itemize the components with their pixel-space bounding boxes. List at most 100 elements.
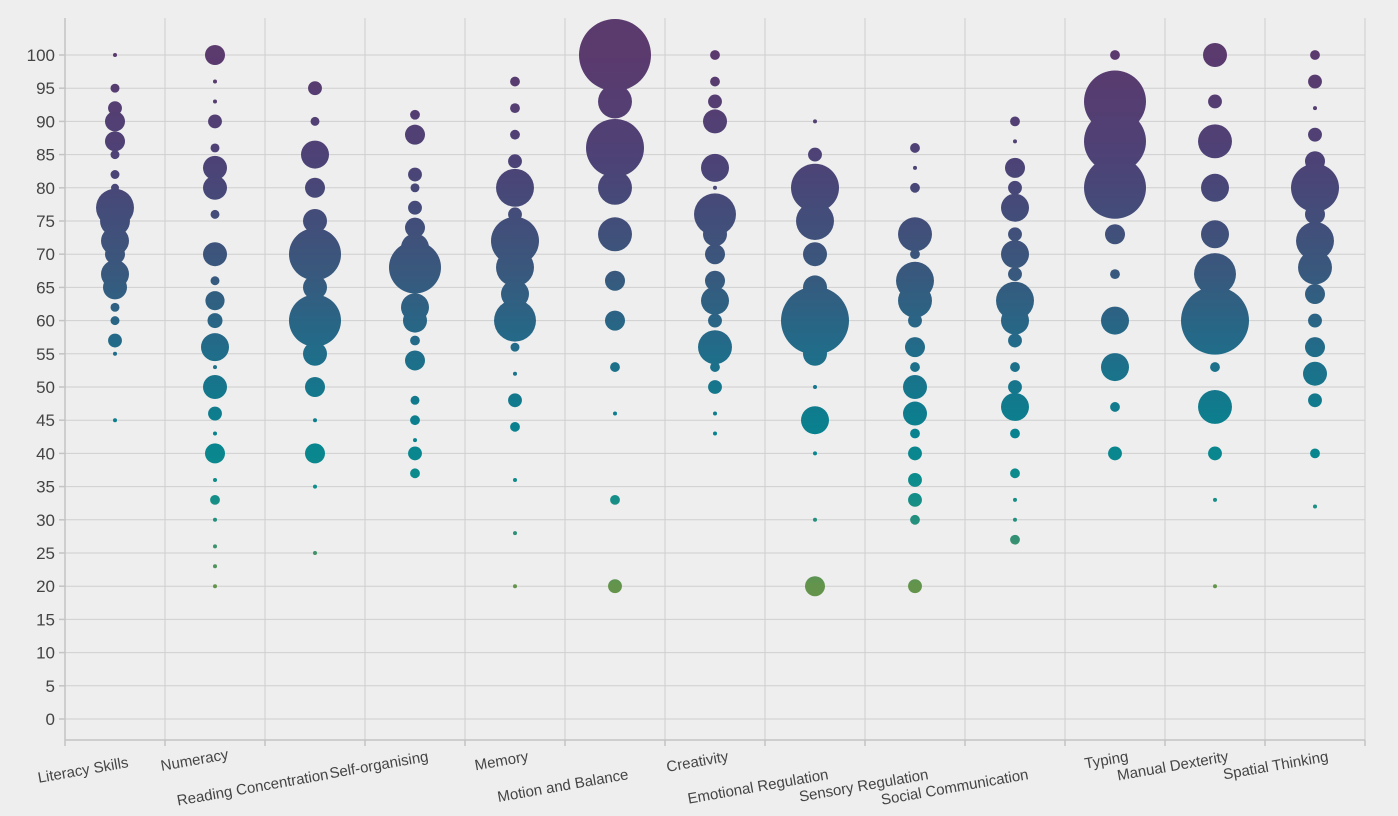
bubble-point — [813, 119, 817, 124]
bubble-point — [908, 446, 922, 461]
bubble-point — [513, 371, 517, 376]
bubble-point — [910, 143, 920, 153]
bubble-point — [207, 313, 223, 329]
bubble-point — [508, 393, 522, 408]
bubble-point — [910, 362, 920, 372]
bubble-point — [313, 484, 317, 489]
y-tick-label: 20 — [36, 577, 55, 596]
bubble-point — [110, 83, 120, 93]
bubble-point — [605, 270, 625, 291]
bubble-point — [1305, 151, 1325, 172]
bubble-point — [494, 299, 536, 342]
y-axis: 0 5 10 15 20 25 30 35 40 45 50 55 60 65 70 75 80 85 90 95 10… — [27, 46, 65, 729]
bubble-point — [205, 45, 225, 65]
y-tick-label: 15 — [36, 610, 55, 629]
bubble-point — [510, 421, 520, 432]
bubble-point — [708, 380, 722, 394]
bubble-point — [1305, 284, 1325, 305]
bubble-point — [111, 183, 119, 192]
bubble-point — [208, 114, 222, 129]
bubble-point — [410, 395, 420, 405]
bubble-point — [389, 241, 441, 294]
y-tick-label: 75 — [36, 212, 55, 231]
bubble-point — [410, 468, 420, 479]
bubble-point — [289, 294, 341, 347]
bubble-point — [1001, 306, 1029, 335]
bubble-point — [501, 280, 529, 309]
bubble-point — [408, 200, 422, 215]
bubble-point — [303, 209, 327, 233]
bubble-point — [813, 451, 817, 456]
bubble-point — [401, 233, 429, 262]
bubble-point — [210, 143, 220, 153]
bubble-point — [1296, 221, 1334, 260]
bubble-point — [898, 283, 932, 318]
bubble-point — [203, 175, 227, 200]
bubble-point — [1110, 50, 1120, 60]
bubble-point — [813, 385, 817, 389]
bubble-point — [1108, 446, 1122, 461]
y-tick-label: 100 — [27, 46, 55, 65]
bubble-point — [703, 109, 727, 134]
bubble-point — [781, 286, 849, 355]
bubble-point — [203, 242, 227, 267]
bubble-point — [210, 276, 220, 286]
bubble-point — [1010, 534, 1020, 545]
bubble-point — [313, 418, 317, 423]
bubble-point — [598, 217, 632, 252]
bubble-point — [110, 170, 120, 179]
bubble-point — [1084, 110, 1146, 173]
y-tick-label: 40 — [36, 444, 55, 463]
bubble-point — [1210, 362, 1220, 372]
bubble-point — [1013, 497, 1017, 502]
bubble-point — [405, 350, 425, 371]
bubble-point — [1213, 584, 1217, 589]
bubble-point — [410, 183, 420, 193]
bubble-point — [1313, 106, 1317, 111]
bubble-point — [213, 99, 217, 104]
bubble-point — [410, 109, 420, 120]
bubble-point — [913, 165, 917, 170]
bubble-point — [908, 492, 922, 507]
bubble-point — [510, 103, 520, 114]
x-category-label: Motion and Balance — [496, 766, 630, 806]
x-category-label: Self-organising — [328, 748, 429, 782]
bubble-point — [908, 579, 922, 594]
bubble-point — [1013, 139, 1017, 144]
y-tick-label: 85 — [36, 146, 55, 165]
bubble-point — [598, 84, 632, 119]
bubble-point — [903, 401, 927, 426]
bubble-point — [910, 249, 920, 260]
bubble-point — [1203, 43, 1227, 67]
bubble-point — [898, 217, 932, 252]
bubble-point — [803, 341, 827, 366]
bubble-point — [908, 313, 922, 328]
bubble-point — [105, 244, 125, 265]
bubble-point — [708, 313, 722, 328]
bubble-point — [510, 129, 520, 140]
bubble-point — [705, 270, 725, 291]
y-tick-label: 30 — [36, 511, 55, 530]
bubble-point — [213, 477, 217, 482]
y-tick-label: 25 — [36, 544, 55, 563]
bubble-point — [805, 576, 825, 597]
y-tick-label: 95 — [36, 79, 55, 98]
bubble-point — [610, 494, 620, 505]
bubble-point — [705, 244, 725, 265]
bubble-point — [1008, 380, 1022, 394]
x-category-label: Reading Concentration — [176, 766, 330, 809]
bubble-point — [408, 446, 422, 461]
bubble-point — [289, 228, 341, 281]
bubble-point — [303, 275, 327, 300]
bubble-point — [1008, 267, 1022, 282]
bubble-point — [1013, 517, 1017, 522]
bubble-point — [308, 81, 322, 96]
bubble-point — [910, 428, 920, 439]
bubble-point — [801, 406, 829, 435]
bubble-point — [110, 302, 120, 312]
bubble-point — [1110, 402, 1120, 412]
bubble-point — [903, 375, 927, 399]
bubble-point — [598, 170, 632, 205]
y-tick-label: 5 — [46, 677, 55, 696]
bubble-point — [513, 531, 517, 536]
